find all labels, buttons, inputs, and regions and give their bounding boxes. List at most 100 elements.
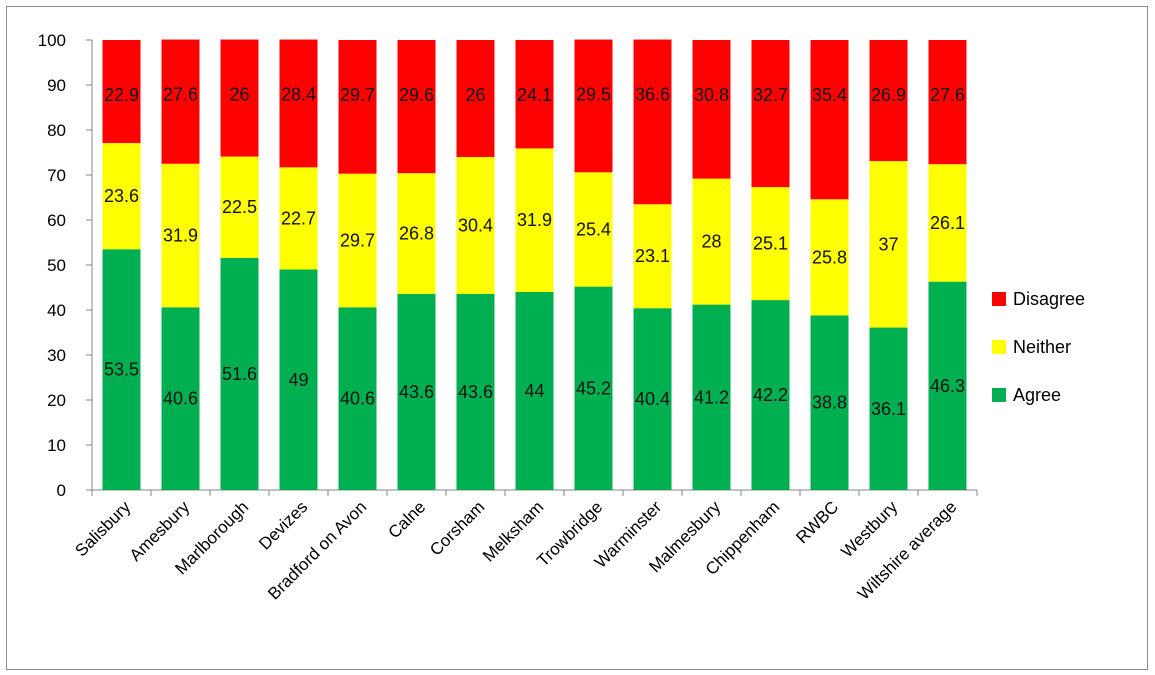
bar-neither-amesbury — [161, 163, 200, 308]
y-tick-label: 70 — [47, 166, 66, 185]
bar-disagree-melksham — [515, 40, 554, 149]
legend-swatch-agree — [992, 388, 1006, 402]
data-label-agree-rwbc: 38.8 — [812, 393, 847, 413]
data-label-disagree-salisbury: 22.9 — [104, 85, 139, 105]
data-label-disagree-trowbridge: 29.5 — [576, 85, 611, 105]
bar-neither-wiltshire-average — [928, 164, 967, 282]
y-tick-label: 40 — [47, 301, 66, 320]
data-label-neither-amesbury: 31.9 — [163, 226, 198, 246]
data-label-agree-marlborough: 51.6 — [222, 364, 257, 384]
bar-neither-malmesbury — [692, 178, 731, 305]
bar-disagree-salisbury — [102, 40, 141, 144]
data-label-disagree-melksham: 24.1 — [517, 85, 552, 105]
data-label-agree-salisbury: 53.5 — [104, 360, 139, 380]
bar-neither-corsham — [456, 157, 495, 294]
legend-swatch-neither — [992, 340, 1006, 354]
data-label-agree-melksham: 44 — [524, 381, 544, 401]
bar-disagree-bradford-on-avon — [338, 40, 377, 174]
data-label-disagree-marlborough: 26 — [229, 85, 249, 105]
data-label-agree-bradford-on-avon: 40.6 — [340, 389, 375, 409]
data-label-agree-westbury: 36.1 — [871, 399, 906, 419]
data-label-agree-calne: 43.6 — [399, 382, 434, 402]
data-label-neither-chippenham: 25.1 — [753, 234, 788, 254]
bar-agree-rwbc — [810, 315, 849, 490]
data-label-neither-warminster: 23.1 — [635, 246, 670, 266]
bar-disagree-amesbury — [161, 39, 200, 164]
data-label-neither-wiltshire-average: 26.1 — [930, 213, 965, 233]
bar-neither-trowbridge — [574, 172, 613, 287]
bar-disagree-rwbc — [810, 40, 849, 200]
bar-neither-melksham — [515, 148, 554, 292]
bar-neither-rwbc — [810, 199, 849, 316]
bar-agree-corsham — [456, 293, 495, 490]
y-tick-label: 100 — [38, 31, 66, 50]
data-label-neither-marlborough: 22.5 — [222, 197, 257, 217]
data-label-disagree-wiltshire-average: 27.6 — [930, 85, 965, 105]
data-label-neither-malmesbury: 28 — [701, 232, 721, 252]
bar-disagree-devizes — [279, 39, 318, 168]
bar-agree-marlborough — [220, 257, 259, 490]
data-label-neither-devizes: 22.7 — [281, 208, 316, 228]
data-label-agree-malmesbury: 41.2 — [694, 387, 729, 407]
bar-disagree-calne — [397, 40, 436, 174]
x-tick-label-bradford-on-avon: Bradford on Avon — [264, 497, 370, 603]
data-label-disagree-calne: 29.6 — [399, 85, 434, 105]
data-label-neither-salisbury: 23.6 — [104, 186, 139, 206]
bar-disagree-wiltshire-average — [928, 40, 967, 165]
legend-label-neither: Neither — [1013, 337, 1071, 357]
bar-agree-chippenham — [751, 300, 790, 490]
data-label-neither-trowbridge: 25.4 — [576, 219, 611, 239]
y-tick-label: 60 — [47, 211, 66, 230]
bar-agree-malmesbury — [692, 304, 731, 490]
data-label-neither-rwbc: 25.8 — [812, 247, 847, 267]
bar-neither-salisbury — [102, 143, 141, 250]
bar-disagree-chippenham — [751, 40, 790, 188]
data-label-neither-calne: 26.8 — [399, 224, 434, 244]
data-label-agree-wiltshire-average: 46.3 — [930, 376, 965, 396]
bar-agree-amesbury — [161, 307, 200, 490]
data-label-disagree-rwbc: 35.4 — [812, 85, 847, 105]
legend-label-agree: Agree — [1013, 385, 1061, 405]
legend-label-disagree: Disagree — [1013, 289, 1085, 309]
bar-agree-warminster — [633, 308, 672, 490]
data-label-disagree-corsham: 26 — [465, 85, 485, 105]
x-tick-label-rwbc: RWBC — [792, 497, 842, 547]
bar-disagree-malmesbury — [692, 40, 731, 179]
x-tick-label-corsham: Corsham — [426, 497, 488, 559]
bar-agree-bradford-on-avon — [338, 307, 377, 490]
x-tick-label-wiltshire-average: Wiltshire average — [854, 497, 960, 603]
bar-agree-trowbridge — [574, 286, 613, 490]
bar-neither-devizes — [279, 167, 318, 270]
bar-disagree-marlborough — [220, 39, 259, 157]
bar-neither-westbury — [869, 161, 908, 328]
legend-swatch-disagree — [992, 292, 1006, 306]
data-label-neither-melksham: 31.9 — [517, 210, 552, 230]
bar-agree-westbury — [869, 327, 908, 490]
bar-agree-melksham — [515, 292, 554, 490]
bar-agree-calne — [397, 293, 436, 490]
y-tick-label: 80 — [47, 121, 66, 140]
data-label-disagree-malmesbury: 30.8 — [694, 85, 729, 105]
y-tick-label: 90 — [47, 76, 66, 95]
bar-disagree-westbury — [869, 40, 908, 162]
data-label-agree-warminster: 40.4 — [635, 389, 670, 409]
bar-agree-wiltshire-average — [928, 281, 967, 490]
bar-disagree-warminster — [633, 39, 672, 205]
bar-agree-salisbury — [102, 249, 141, 490]
data-label-agree-devizes: 49 — [288, 370, 308, 390]
data-label-agree-corsham: 43.6 — [458, 382, 493, 402]
data-label-disagree-bradford-on-avon: 29.7 — [340, 85, 375, 105]
data-label-disagree-westbury: 26.9 — [871, 85, 906, 105]
y-tick-label: 10 — [47, 436, 66, 455]
y-tick-label: 30 — [47, 346, 66, 365]
data-label-disagree-devizes: 28.4 — [281, 85, 316, 105]
bar-disagree-corsham — [456, 40, 495, 157]
data-label-agree-trowbridge: 45.2 — [576, 378, 611, 398]
bar-neither-warminster — [633, 204, 672, 309]
bar-neither-marlborough — [220, 156, 259, 258]
data-label-agree-chippenham: 42.2 — [753, 385, 788, 405]
bar-neither-calne — [397, 173, 436, 294]
bar-disagree-trowbridge — [574, 39, 613, 173]
bar-neither-bradford-on-avon — [338, 173, 377, 308]
